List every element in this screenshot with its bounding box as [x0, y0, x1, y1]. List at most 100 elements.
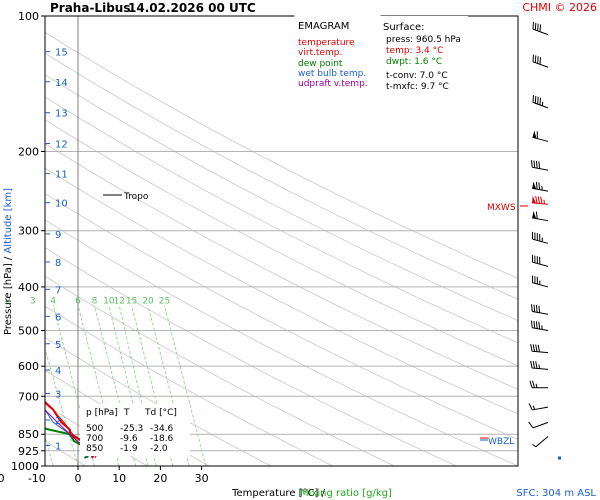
altitude-tick-label-6: 6 [55, 312, 61, 323]
wind-barb-360 [531, 254, 549, 267]
mixing-ratio-line-5 [45, 435, 54, 466]
dry-adiabat-17 [45, 96, 518, 344]
mixing-ratio-line-6 [45, 347, 79, 466]
mixing-ratio-label-8: 6 [75, 297, 81, 307]
series-udpraft-v-temp [45, 409, 93, 459]
p-tick-label-600: 600 [18, 360, 39, 373]
altitude-tick-label-3: 3 [55, 389, 61, 400]
table-row-700-p: 700 [86, 434, 103, 444]
wind-barb-245 [532, 181, 549, 192]
altitude-tick-label-9: 9 [55, 230, 61, 241]
p-tick-label-925: 925 [18, 445, 39, 458]
table-row-850-p: 850 [86, 444, 103, 454]
altitude-tick-label-5: 5 [55, 340, 61, 351]
table-box [80, 404, 190, 456]
legend-box [294, 15, 381, 95]
surface-pressure: press: 960.5 hPa [386, 35, 461, 45]
wind-barb-800 [528, 421, 549, 429]
legend-title: EMAGRAM [298, 21, 349, 32]
wind-barb-740 [528, 403, 549, 411]
legend-item-temperature: temperature [298, 38, 355, 48]
data-table: p [hPa] T Td [°C] 500 -25.3 -34.6 700 -9… [80, 404, 190, 456]
surface-temperature: temp: 3.4 °C [386, 46, 443, 56]
table-header-t: T [123, 408, 130, 418]
table-header-td: Td [°C] [144, 408, 177, 418]
legend-item-dew-point: dew point [298, 59, 343, 69]
dry-adiabat-20 [45, 31, 518, 279]
table-row-500-t: -25.3 [120, 424, 143, 434]
legend-item-virt-temp: virt.temp. [298, 48, 342, 58]
t-mxfc: t-mxfc: 9.7 °C [386, 82, 449, 92]
altitude-tick-label-2: 2 [55, 416, 61, 427]
mixing-ratio-label-14: 25 [159, 297, 170, 307]
wind-barb-110 [532, 21, 549, 36]
mixing-ratio-label-6: 3 [30, 297, 36, 307]
mixing-ratio-line-14 [164, 305, 207, 466]
p-tick-label-700: 700 [18, 390, 39, 403]
p-tick-label-300: 300 [18, 225, 39, 238]
p-tick-label-850: 850 [18, 428, 39, 441]
x-axis-label: Temperature [°C] / [231, 488, 325, 499]
mixing-ratio-label-11: 12 [113, 297, 124, 307]
wind-barb-190 [532, 130, 549, 142]
legend: EMAGRAM temperature virt.temp. dew point… [294, 15, 381, 95]
surface-title: Surface: [383, 22, 424, 33]
altitude-tick-label-7: 7 [55, 285, 61, 296]
wbzl-label: WBZL [488, 437, 514, 447]
wind-barb-285 [532, 211, 549, 222]
mixing-ratio-label-13: 20 [142, 297, 154, 307]
wind-barb-670 [529, 380, 548, 389]
mixing-ratio-label-7: 4 [50, 297, 56, 307]
copyright: CHMI © 2026 [522, 1, 597, 14]
altitude-tick-label-15: 15 [55, 48, 68, 59]
surface-info: Surface: press: 960.5 hPa temp: 3.4 °C d… [380, 16, 468, 94]
table-header-p: p [hPa] [86, 408, 118, 418]
altitude-tick-label-10: 10 [55, 199, 68, 210]
p-tick-label-200: 200 [18, 145, 39, 158]
mixing-ratio-label-9: 8 [92, 297, 98, 307]
legend-item-wet-bulb: wet bulb temp. [298, 69, 366, 79]
mixing-ratio-label-10: 10 [103, 297, 115, 307]
altitude-tick-label-14: 14 [55, 78, 68, 89]
plot-frame [44, 15, 519, 467]
mxws-label: MXWS [487, 203, 516, 213]
wind-barb-460 [530, 304, 549, 315]
surface-wind-dot [558, 456, 561, 460]
p-tick-label-100: 100 [18, 10, 39, 23]
table-row-850-t: -1.9 [120, 444, 138, 454]
dry-adiabat-16 [45, 119, 518, 367]
wind-barb-610 [530, 360, 549, 370]
mixing-ratio-label-12: 15 [126, 297, 137, 307]
dry-adiabat-19 [45, 52, 518, 300]
wind-barb-560 [530, 344, 549, 354]
x-tick-label-0: 0 [75, 472, 82, 485]
y-axis-label-altitude: Altitude [km] [3, 188, 14, 254]
altitude-tick-label-1: 1 [55, 441, 61, 452]
table-row-500-p: 500 [86, 424, 103, 434]
dry-adiabat-15 [45, 143, 518, 390]
wind-barb-860 [532, 436, 549, 448]
altitude-tick-label-8: 8 [55, 258, 61, 269]
x-axis-label-sep: / [318, 488, 325, 499]
sfc-label: SFC: 304 m ASL [516, 488, 596, 499]
y-axis-label-sep: / [3, 254, 14, 264]
table-row-500-td: -34.6 [150, 424, 174, 434]
p-tick-label-1000: 1000 [11, 460, 39, 473]
wind-barb-130 [532, 54, 549, 68]
x-tick-label-20: 20 [153, 472, 167, 485]
x-tick-label--10: -10 [28, 472, 46, 485]
t-conv: t-conv: 7.0 °C [386, 71, 448, 81]
p-tick-label-500: 500 [18, 325, 39, 338]
y-axis-label: Pressure [hPa] / Altitude [km] [3, 188, 14, 335]
table-row-850-td: -2.0 [150, 444, 168, 454]
x-tick-label--20: -20 [0, 472, 5, 485]
x-axis-label-mixing: Mixing ratio [g/kg] [300, 488, 392, 499]
y-axis-label-pressure: Pressure [hPa] [3, 263, 14, 335]
altitude-tick-label-11: 11 [55, 170, 68, 181]
p-tick-label-400: 400 [18, 281, 39, 294]
table-row-700-td: -18.6 [150, 434, 174, 444]
station-name: Praha-Libus [50, 1, 130, 15]
altitude-tick-label-13: 13 [55, 109, 68, 120]
dry-adiabat-18 [45, 74, 518, 322]
